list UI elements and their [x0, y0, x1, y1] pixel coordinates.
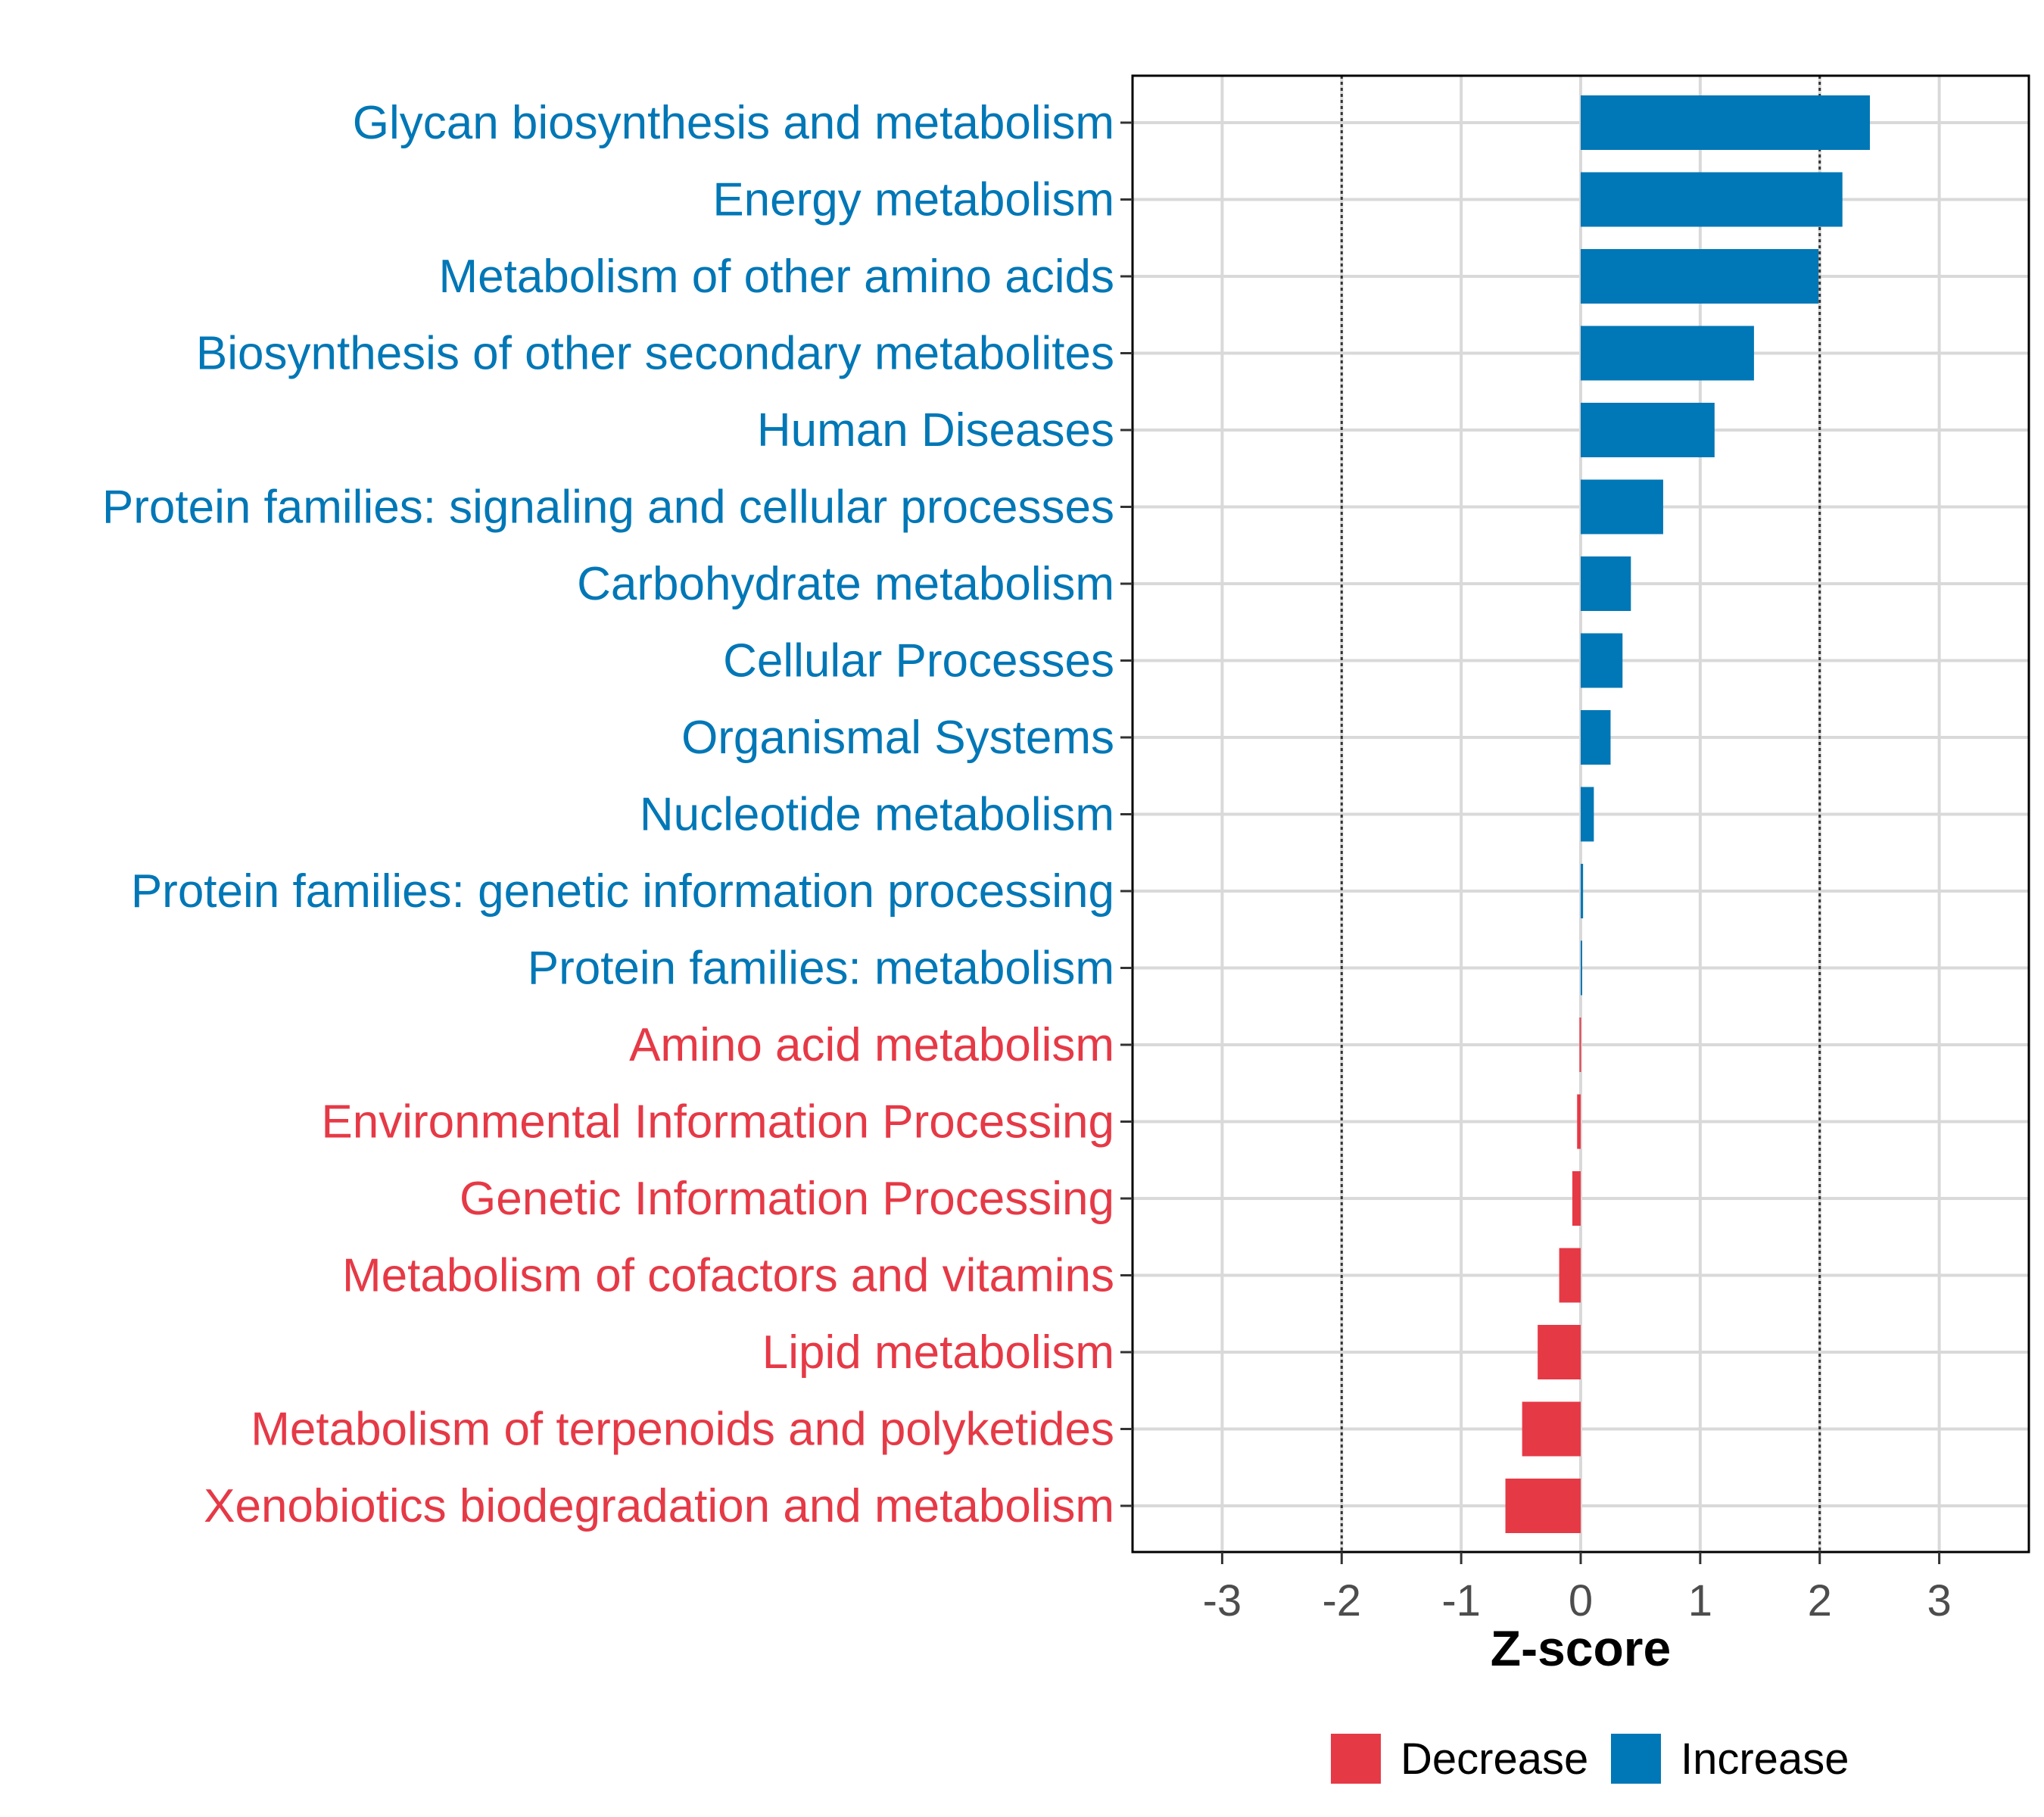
- bar: [1581, 326, 1754, 381]
- bar: [1522, 1401, 1581, 1457]
- category-label: Biosynthesis of other secondary metaboli…: [196, 328, 1114, 380]
- y-axis-ticks: [1120, 121, 1133, 1507]
- x-tick-label: 3: [1927, 1576, 1951, 1625]
- bar: [1581, 710, 1611, 765]
- category-label: Energy metabolism: [712, 174, 1114, 226]
- category-label: Organismal Systems: [681, 712, 1114, 764]
- x-tick-label: -1: [1441, 1576, 1481, 1625]
- reference-lines: [1340, 76, 1821, 1552]
- bar: [1577, 1094, 1581, 1149]
- category-label: Amino acid metabolism: [629, 1019, 1114, 1071]
- category-labels: Glycan biosynthesis and metabolism Energy…: [102, 97, 1114, 1532]
- bar: [1581, 172, 1843, 227]
- x-axis-title: Z-score: [1491, 1620, 1671, 1676]
- bar: [1572, 1171, 1581, 1226]
- bar: [1581, 633, 1623, 688]
- x-tick-label: 1: [1688, 1576, 1712, 1625]
- category-label: Xenobiotics biodegradation and metabolis…: [204, 1480, 1114, 1532]
- legend-label: Decrease: [1401, 1734, 1588, 1784]
- x-tick-label: -3: [1203, 1576, 1242, 1625]
- bar: [1579, 1018, 1581, 1072]
- legend-swatch: [1331, 1734, 1381, 1784]
- category-label: Lipid metabolism: [762, 1326, 1114, 1379]
- category-label: Genetic Information Processing: [460, 1173, 1114, 1225]
- bar: [1581, 940, 1582, 996]
- bar: [1538, 1325, 1581, 1379]
- bar: [1581, 403, 1715, 457]
- x-tick-label: 2: [1808, 1576, 1832, 1625]
- bar: [1581, 787, 1594, 842]
- x-axis-ticks: -3 -2 -1 0 1 2 3: [1203, 1552, 1952, 1625]
- category-label: Metabolism of other amino acids: [438, 251, 1114, 303]
- bars: [1505, 95, 1871, 1533]
- x-tick-label: 0: [1569, 1576, 1593, 1625]
- bar: [1559, 1248, 1581, 1303]
- bar: [1581, 479, 1663, 535]
- category-label: Cellular Processes: [723, 635, 1114, 687]
- category-label: Metabolism of terpenoids and polyketides: [251, 1404, 1114, 1456]
- x-tick-label: -2: [1322, 1576, 1361, 1625]
- category-label: Protein families: metabolism: [528, 943, 1114, 995]
- category-label: Nucleotide metabolism: [640, 789, 1114, 841]
- category-label: Protein families: genetic information pr…: [131, 865, 1114, 918]
- legend-swatch: [1611, 1734, 1661, 1784]
- bar: [1581, 864, 1584, 918]
- category-label: Protein families: signaling and cellular…: [102, 482, 1114, 534]
- category-label: Environmental Information Processing: [321, 1096, 1114, 1148]
- legend-label: Increase: [1681, 1734, 1849, 1784]
- bar: [1505, 1479, 1581, 1533]
- bar: [1581, 556, 1631, 611]
- category-label: Metabolism of cofactors and vitamins: [342, 1250, 1114, 1302]
- bar: [1581, 95, 1871, 150]
- category-label: Glycan biosynthesis and metabolism: [353, 97, 1114, 149]
- legend: Decrease Increase: [1331, 1734, 1849, 1784]
- category-label: Carbohydrate metabolism: [577, 558, 1114, 610]
- bar: [1581, 249, 1819, 304]
- category-label: Human Diseases: [757, 404, 1114, 457]
